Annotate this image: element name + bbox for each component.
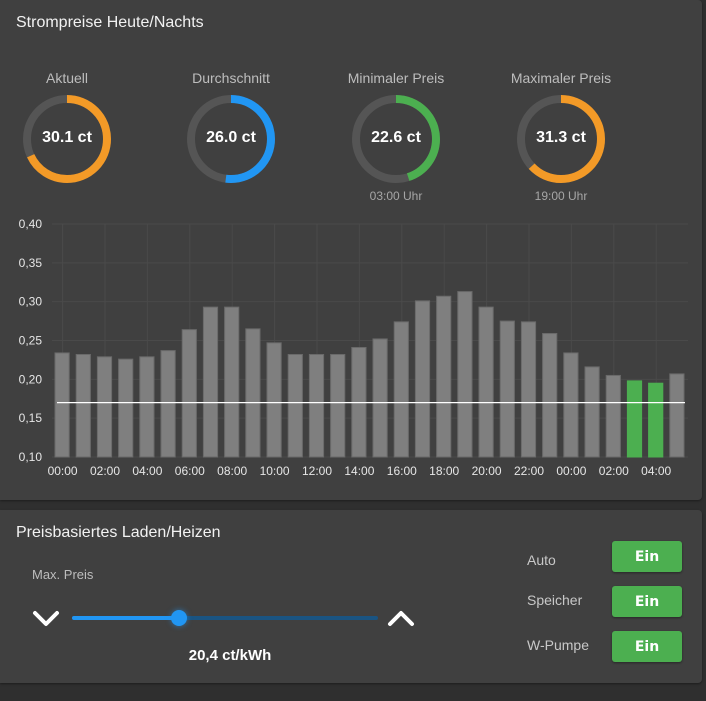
price-bar	[181, 329, 197, 458]
gauge-subtext	[2, 189, 132, 203]
heatpump-toggle-button[interactable]: Ein	[612, 631, 682, 662]
price-bar	[224, 306, 240, 458]
x-tick-label: 02:00	[90, 464, 120, 478]
price-bar	[605, 374, 621, 458]
price-bar	[266, 342, 282, 458]
gauge-arc	[187, 95, 275, 183]
prices-card: Strompreise Heute/Nachts Aktuell 30.1 ct…	[0, 0, 702, 500]
price-bar	[202, 306, 219, 458]
price-bar	[520, 321, 537, 458]
gauge-minimum: Minimaler Preis 22.6 ct 03:00 Uhr	[331, 70, 461, 203]
price-bar	[118, 358, 134, 458]
chevron-up-icon	[388, 611, 414, 626]
charging-card: Preisbasiertes Laden/Heizen Max. Preis 2…	[0, 510, 702, 683]
increase-price-button[interactable]	[386, 606, 418, 632]
y-tick-label: 0,20	[19, 372, 43, 386]
gauge-subtext: 19:00 Uhr	[534, 189, 588, 203]
price-bar	[584, 366, 600, 458]
price-bar	[393, 321, 409, 458]
x-tick-label: 00:00	[48, 464, 78, 478]
price-bar	[160, 350, 176, 458]
price-bar	[75, 353, 91, 458]
price-bar	[563, 352, 579, 458]
auto-toggle-button[interactable]: Ein	[612, 541, 682, 572]
slider-fill	[72, 616, 180, 620]
price-bar	[287, 353, 303, 458]
gauge-arc	[517, 95, 605, 183]
price-bar	[669, 373, 685, 458]
gauge-label: Minimaler Preis	[347, 70, 445, 86]
gauge-ring-icon	[23, 95, 111, 183]
gauge-value: 30.1 ct	[42, 129, 92, 146]
x-tick-label: 20:00	[472, 464, 502, 478]
gauge-average: Durchschnitt 26.0 ct	[166, 70, 296, 203]
switch-label-storage: Speicher	[527, 592, 583, 608]
gauge-ring-icon	[352, 95, 440, 183]
chevron-down-icon	[33, 611, 59, 626]
x-tick-label: 16:00	[387, 464, 417, 478]
price-bar	[139, 356, 155, 458]
x-tick-label: 14:00	[344, 464, 374, 478]
switch-label-auto: Auto	[527, 552, 556, 568]
y-tick-label: 0,10	[19, 450, 43, 464]
x-tick-label: 02:00	[599, 464, 629, 478]
price-bar	[436, 295, 452, 458]
prices-card-title: Strompreise Heute/Nachts	[16, 14, 204, 31]
x-tick-label: 04:00	[132, 464, 162, 478]
max-price-value: 20,4 ct/kWh	[188, 647, 272, 664]
price-bar	[414, 300, 431, 458]
y-tick-label: 0,40	[19, 217, 43, 231]
storage-toggle-button[interactable]: Ein	[612, 586, 682, 617]
x-tick-label: 04:00	[641, 464, 671, 478]
gauge-value: 22.6 ct	[371, 129, 421, 146]
gauge-arc	[352, 95, 440, 183]
decrease-price-button[interactable]	[31, 606, 63, 632]
gauge-maximum: Maximaler Preis 31.3 ct 19:00 Uhr	[496, 70, 626, 203]
x-tick-label: 06:00	[175, 464, 205, 478]
price-bar	[308, 353, 325, 458]
x-tick-label: 10:00	[260, 464, 290, 478]
y-tick-label: 0,30	[19, 295, 43, 309]
switch-label-heatpump: W-Pumpe	[527, 637, 589, 653]
gauge-subtext: 03:00 Uhr	[369, 189, 423, 203]
price-bar	[626, 380, 643, 458]
price-bar-chart: 0,10 0,15 0,20 0,25 0,30 0,35 0,40 00:00 02:00 04…	[19, 217, 688, 478]
x-tick-label: 08:00	[217, 464, 247, 478]
max-price-slider[interactable]	[72, 610, 378, 626]
price-bar	[478, 306, 494, 458]
slider-thumb[interactable]	[171, 610, 188, 626]
gauge-arc	[23, 95, 111, 183]
price-bar	[54, 352, 70, 458]
price-bar	[542, 333, 558, 458]
gauge-subtext	[166, 189, 296, 203]
x-tick-label: 00:00	[556, 464, 586, 478]
gauge-value: 31.3 ct	[536, 129, 586, 146]
price-bar	[648, 382, 664, 458]
price-bar	[499, 320, 515, 458]
x-tick-label: 12:00	[302, 464, 332, 478]
gauge-ring-icon	[517, 95, 605, 183]
price-bar	[457, 291, 473, 458]
y-tick-label: 0,25	[19, 334, 43, 348]
price-bar	[96, 356, 113, 458]
y-tick-label: 0,35	[19, 256, 43, 270]
price-bar	[330, 353, 346, 458]
x-tick-label: 18:00	[429, 464, 459, 478]
y-tick-label: 0,15	[19, 411, 43, 425]
price-bar	[372, 338, 388, 458]
gauge-ring-icon	[187, 95, 275, 183]
gauge-label: Aktuell	[45, 70, 89, 86]
gauge-value: 26.0 ct	[206, 129, 256, 146]
gauge-label: Durchschnitt	[192, 70, 270, 86]
gauge-label: Maximaler Preis	[510, 70, 612, 86]
x-tick-label: 22:00	[514, 464, 544, 478]
price-bar	[245, 328, 261, 458]
gauge-current: Aktuell 30.1 ct	[2, 70, 132, 203]
max-price-label: Max. Preis	[32, 567, 94, 582]
charging-card-title: Preisbasiertes Laden/Heizen	[16, 524, 221, 541]
